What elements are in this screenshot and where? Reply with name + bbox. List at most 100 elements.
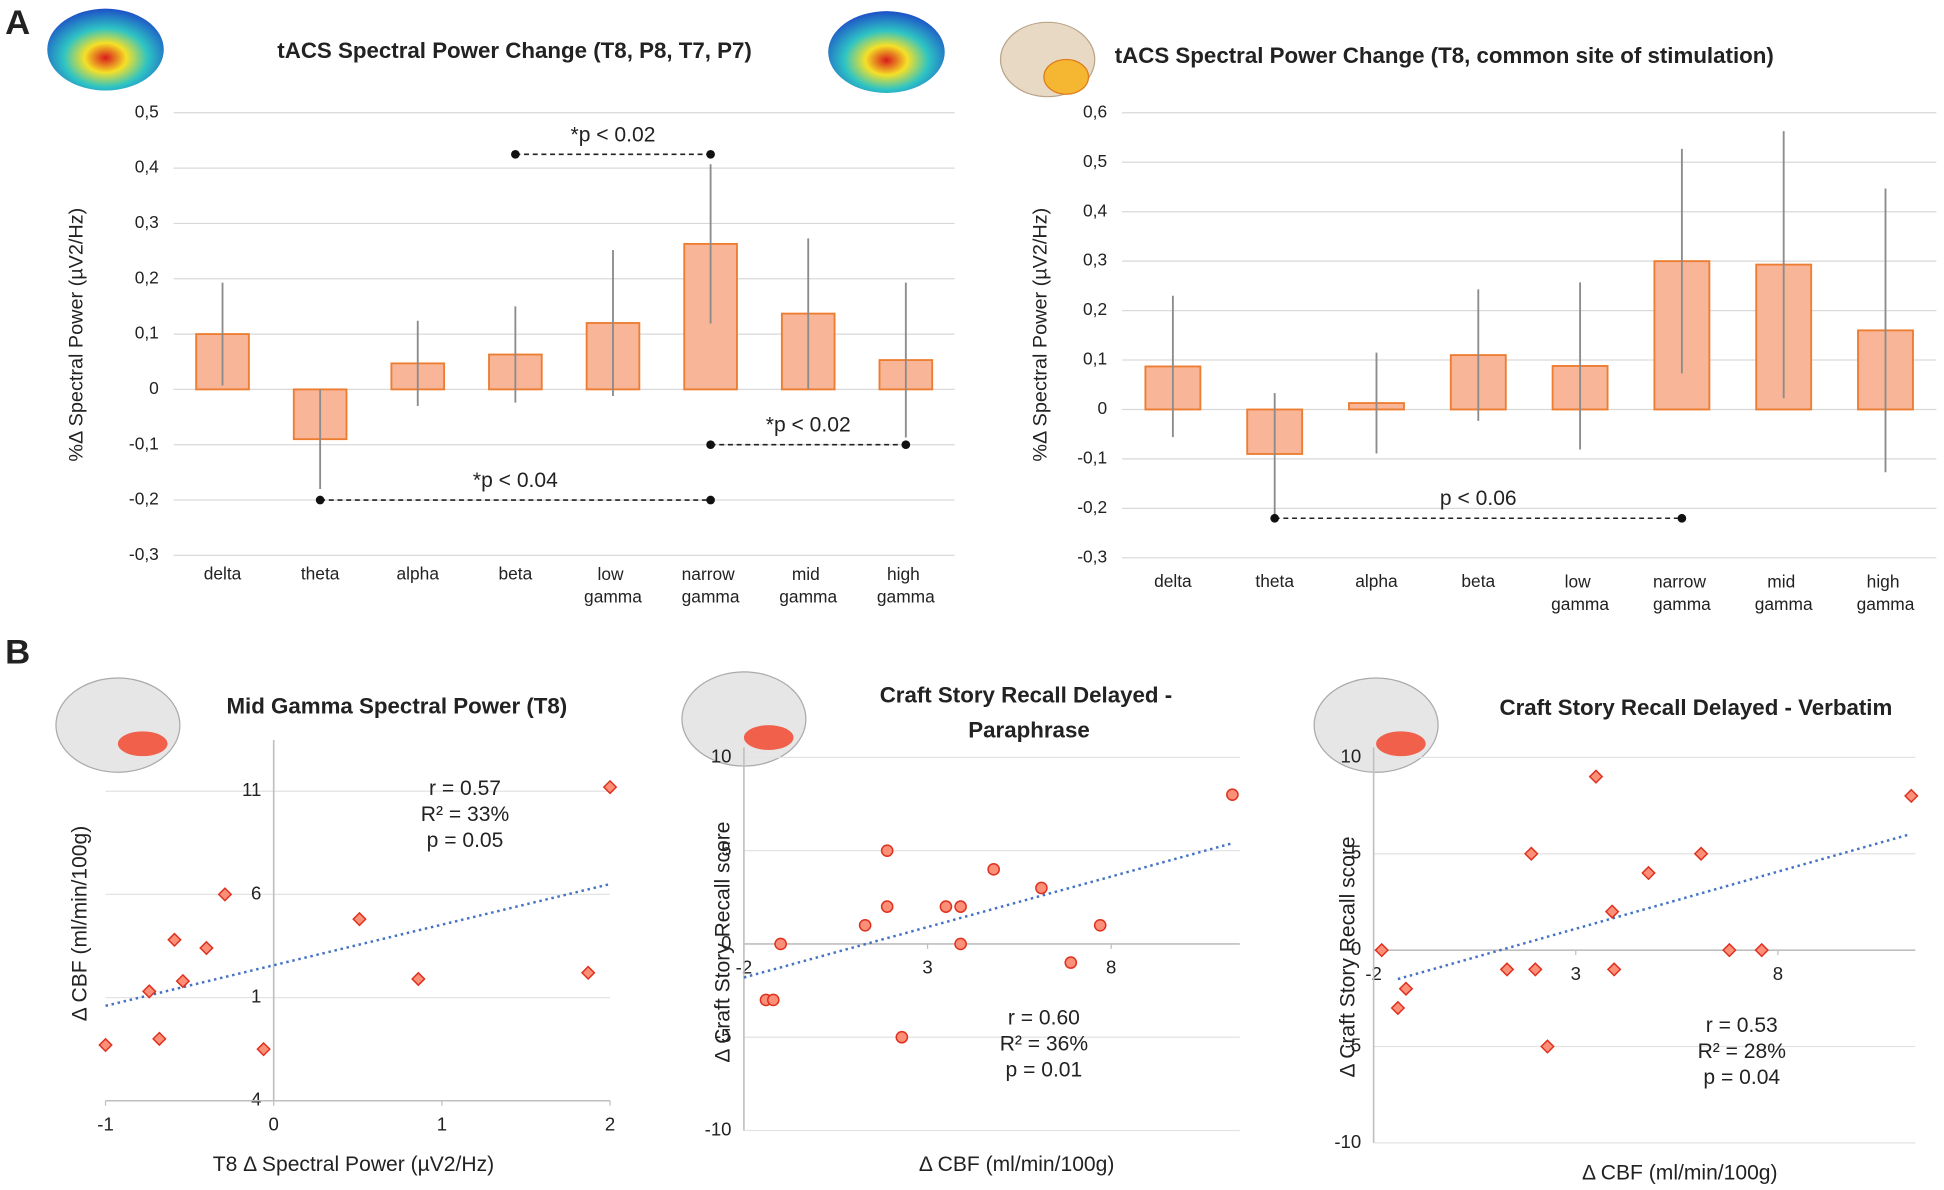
- y-tick-label: 0: [721, 932, 731, 953]
- y-axis-title: Δ CBF (ml/min/100g): [68, 826, 91, 1022]
- point: [1499, 962, 1515, 977]
- chart-title: tACS Spectral Power Change (T8, common s…: [1115, 43, 1774, 68]
- point: [580, 965, 596, 981]
- y-axis-title: Δ Craft Story Recall score: [1336, 836, 1359, 1077]
- y-tick-label: -0,3: [1077, 546, 1107, 566]
- significance-end: [706, 440, 715, 450]
- x-tick-label: beta: [1461, 571, 1495, 591]
- x-tick-label: 3: [922, 957, 932, 978]
- significance-label: *p < 0.02: [766, 414, 851, 437]
- point: [1390, 1000, 1406, 1016]
- chart-title: tACS Spectral Power Change (T8, P8, T7, …: [277, 38, 752, 63]
- point: [1641, 865, 1656, 881]
- point: [175, 973, 191, 989]
- y-tick-label: 1: [251, 985, 261, 1006]
- point: [142, 984, 157, 999]
- x-axis-title: Δ CBF (ml/min/100g): [1582, 1161, 1778, 1184]
- point: [880, 900, 894, 913]
- x-axis-title: T8 Δ Spectral Power (µV2/Hz): [213, 1153, 494, 1176]
- point: [1606, 962, 1622, 977]
- x-tick-label: mid gamma: [779, 564, 837, 606]
- brain-icon: [47, 8, 1439, 773]
- y-axis-title: %Δ Spectral Power (µV2/Hz): [65, 208, 87, 462]
- point: [98, 1037, 113, 1053]
- x-tick-label: 8: [1773, 963, 1783, 984]
- point: [880, 844, 894, 857]
- stat-label: p = 0.01: [1006, 1059, 1083, 1082]
- y-tick-label: -10: [1334, 1131, 1361, 1152]
- x-tick-label: high gamma: [877, 564, 935, 606]
- trend-line: [1397, 833, 1910, 981]
- x-tick-label: narrow gamma: [682, 564, 740, 606]
- y-tick-label: 6: [251, 882, 261, 903]
- y-tick-label: -0,1: [129, 433, 159, 453]
- point: [939, 900, 953, 913]
- point: [1604, 904, 1620, 919]
- significance-end: [901, 440, 911, 450]
- y-tick-label: -10: [705, 1118, 732, 1139]
- point: [1754, 942, 1769, 958]
- point: [954, 937, 967, 951]
- significance-end: [1270, 513, 1280, 523]
- point: [1374, 942, 1389, 958]
- y-tick-label: -0,2: [1077, 497, 1107, 517]
- x-tick-label: 2: [605, 1113, 615, 1134]
- point: [1722, 942, 1737, 958]
- trend-line: [743, 842, 1233, 979]
- y-tick-label: 0,2: [1083, 299, 1107, 319]
- stat-label: r = 0.53: [1706, 1014, 1778, 1037]
- y-tick-label: 0: [1351, 938, 1361, 959]
- y-tick-label: 0,6: [1083, 101, 1107, 121]
- trend-line: [105, 882, 611, 1008]
- point: [411, 971, 426, 987]
- x-tick-label: -1: [97, 1113, 114, 1134]
- x-tick-label: delta: [204, 564, 242, 584]
- y-tick-label: -0,1: [1077, 447, 1107, 467]
- y-tick-label: 0,3: [135, 212, 159, 232]
- y-tick-label: 0: [149, 378, 159, 398]
- x-tick-label: 1: [437, 1113, 447, 1134]
- panel-label: A: [5, 4, 30, 42]
- y-tick-label: 0: [1097, 398, 1107, 418]
- point: [256, 1041, 271, 1057]
- significance-end: [706, 495, 715, 505]
- significance-end: [315, 495, 325, 505]
- y-tick-label: 10: [1341, 745, 1362, 766]
- x-tick-label: beta: [498, 564, 532, 584]
- significance-label: *p < 0.04: [473, 469, 558, 492]
- point: [199, 940, 214, 956]
- point: [1693, 846, 1709, 862]
- chart-title: Craft Story Recall Delayed - Verbatim: [1500, 695, 1893, 720]
- significance-end: [511, 149, 520, 159]
- point: [1035, 881, 1048, 895]
- y-tick-label: 0,1: [1083, 349, 1107, 369]
- x-tick-label: narrow gamma: [1653, 571, 1711, 613]
- x-tick-label: high gamma: [1857, 571, 1915, 613]
- y-tick-label: 0,5: [135, 101, 159, 121]
- y-tick-label: 0,4: [1083, 200, 1107, 220]
- stat-label: R² = 36%: [1000, 1033, 1088, 1056]
- point: [167, 932, 182, 948]
- point: [1524, 846, 1539, 862]
- y-tick-label: 0,2: [135, 267, 159, 287]
- point: [217, 887, 233, 902]
- y-tick-label: 0,1: [135, 323, 159, 343]
- y-tick-label: -5: [1345, 1034, 1362, 1055]
- panel-label: B: [5, 634, 30, 672]
- stat-label: p = 0.04: [1703, 1066, 1780, 1089]
- x-tick-label: 8: [1106, 957, 1116, 978]
- point: [858, 918, 872, 932]
- x-tick-label: alpha: [1355, 571, 1398, 591]
- y-axis-title: %Δ Spectral Power (µV2/Hz): [1030, 208, 1052, 462]
- chart-title: Mid Gamma Spectral Power (T8): [226, 694, 567, 719]
- point: [1588, 769, 1604, 784]
- significance-label: p < 0.06: [1440, 487, 1517, 510]
- x-tick-label: theta: [1255, 571, 1294, 591]
- y-tick-label: 11: [242, 779, 261, 800]
- point: [1093, 918, 1107, 932]
- x-tick-label: delta: [1154, 571, 1192, 591]
- y-tick-label: -0,2: [129, 489, 159, 509]
- y-tick-label: 5: [721, 839, 731, 860]
